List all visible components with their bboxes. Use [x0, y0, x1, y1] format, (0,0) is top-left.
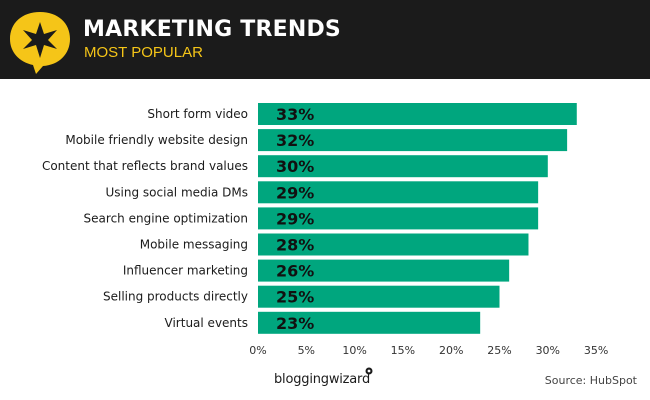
- x-tick-label: 0%: [249, 344, 266, 357]
- bar-value-label: 28%: [276, 236, 314, 255]
- bar-value-label: 25%: [276, 288, 314, 307]
- brand-pin-icon: [365, 367, 373, 375]
- source-note: Source: HubSpot: [544, 374, 637, 387]
- bar-value-label: 30%: [276, 157, 314, 176]
- x-tick-label: 20%: [439, 344, 463, 357]
- bar: [258, 103, 577, 125]
- x-tick-label: 15%: [391, 344, 415, 357]
- page-subtitle: MOST POPULAR: [84, 44, 203, 61]
- star-speech-bubble-icon: [10, 12, 70, 74]
- category-label: Short form video: [147, 107, 248, 121]
- bar-value-label: 32%: [276, 131, 314, 150]
- bar: [258, 129, 568, 152]
- x-tick-label: 5%: [298, 344, 315, 357]
- bar-value-label: 26%: [276, 262, 314, 281]
- bar: [258, 311, 481, 334]
- category-label: Influencer marketing: [123, 264, 248, 278]
- header-banner: MARKETING TRENDS MOST POPULAR: [0, 0, 650, 79]
- bar: [258, 233, 529, 256]
- x-tick-label: 25%: [487, 344, 511, 357]
- page-title: MARKETING TRENDS: [83, 17, 341, 42]
- bar: [258, 155, 548, 178]
- category-label: Mobile messaging: [140, 238, 248, 252]
- category-label: Using social media DMs: [106, 185, 248, 199]
- x-tick-label: 10%: [342, 344, 366, 357]
- x-tick-label: 30%: [536, 344, 560, 357]
- brand-logo-text: bloggingwizard: [274, 372, 371, 387]
- bar: [258, 207, 539, 230]
- bar: [258, 259, 510, 282]
- x-tick-label: 35%: [584, 344, 608, 357]
- category-label: Search engine optimization: [84, 211, 248, 225]
- category-label: Selling products directly: [103, 290, 248, 304]
- bar-value-label: 33%: [276, 105, 314, 124]
- category-label: Content that reflects brand values: [42, 159, 248, 173]
- category-label: Mobile friendly website design: [65, 133, 248, 147]
- bar: [258, 285, 500, 308]
- bar-value-label: 29%: [276, 183, 314, 202]
- bar-value-label: 23%: [276, 314, 314, 333]
- bar-value-label: 29%: [276, 209, 314, 228]
- category-label: Virtual events: [165, 316, 248, 330]
- bar: [258, 181, 539, 204]
